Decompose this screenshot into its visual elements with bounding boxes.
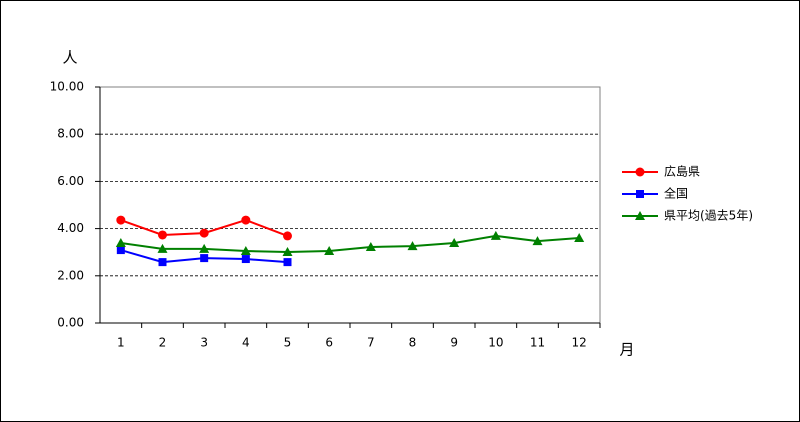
point bbox=[574, 233, 585, 243]
x-tick-label: 9 bbox=[450, 336, 458, 350]
point bbox=[199, 243, 210, 253]
x-tick-label: 1 bbox=[117, 336, 125, 350]
point bbox=[116, 246, 125, 255]
x-tick-label: 5 bbox=[284, 336, 292, 350]
point bbox=[158, 258, 167, 267]
point bbox=[636, 190, 644, 198]
x-tick-label: 2 bbox=[159, 336, 167, 350]
legend-label: 県平均(過去5年) bbox=[664, 209, 753, 223]
y-axis-label: 人 bbox=[62, 49, 77, 67]
point bbox=[199, 228, 209, 238]
point bbox=[115, 237, 126, 247]
plot-area bbox=[99, 86, 601, 324]
y-tick-label: 10.00 bbox=[50, 80, 84, 94]
point bbox=[407, 241, 418, 251]
x-tick-label: 7 bbox=[367, 336, 375, 350]
x-tick-label: 3 bbox=[200, 336, 208, 350]
point bbox=[324, 246, 335, 256]
series-line bbox=[120, 234, 580, 253]
x-tick-label: 11 bbox=[530, 336, 545, 350]
legend-label: 広島県 bbox=[664, 164, 700, 179]
point bbox=[282, 246, 293, 256]
x-tick-label: 10 bbox=[488, 336, 503, 350]
y-tick-label: 0.00 bbox=[57, 316, 84, 330]
point bbox=[283, 258, 292, 267]
point bbox=[635, 167, 645, 177]
point bbox=[200, 254, 209, 263]
point bbox=[635, 211, 645, 220]
y-tick-label: 6.00 bbox=[57, 174, 84, 188]
legend-label: 全国 bbox=[664, 186, 688, 201]
point bbox=[449, 237, 460, 247]
point bbox=[158, 230, 167, 240]
point bbox=[240, 246, 251, 256]
point bbox=[532, 236, 543, 246]
point bbox=[241, 255, 250, 264]
point bbox=[283, 231, 292, 241]
x-tick-label: 12 bbox=[572, 336, 587, 350]
x-tick-label: 6 bbox=[325, 336, 333, 350]
point bbox=[241, 215, 251, 225]
y-tick-label: 4.00 bbox=[57, 221, 84, 235]
point bbox=[365, 242, 376, 252]
x-tick-label: 4 bbox=[242, 336, 250, 350]
point bbox=[490, 230, 501, 240]
x-axis-label: 月 bbox=[619, 341, 634, 359]
point bbox=[116, 215, 126, 225]
y-tick-label: 8.00 bbox=[57, 127, 84, 141]
point bbox=[157, 243, 168, 253]
x-tick-label: 8 bbox=[409, 336, 417, 350]
y-tick-label: 2.00 bbox=[57, 268, 84, 282]
